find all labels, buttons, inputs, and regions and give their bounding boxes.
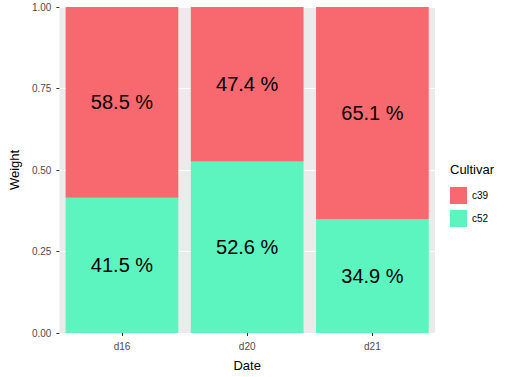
svg-text:58.5 %: 58.5 % (91, 91, 153, 113)
svg-text:47.4 %: 47.4 % (216, 73, 278, 95)
svg-text:0.50: 0.50 (32, 165, 52, 176)
svg-text:0.25: 0.25 (32, 246, 52, 257)
svg-text:d16: d16 (114, 341, 131, 352)
svg-text:65.1 %: 65.1 % (341, 102, 403, 124)
svg-text:Cultivar: Cultivar (450, 162, 495, 177)
svg-text:34.9 %: 34.9 % (341, 265, 403, 287)
svg-text:c39: c39 (472, 190, 489, 201)
svg-text:d21: d21 (364, 341, 381, 352)
svg-text:1.00: 1.00 (32, 2, 52, 13)
svg-text:41.5 %: 41.5 % (91, 254, 153, 276)
svg-text:Date: Date (233, 358, 260, 373)
svg-text:d20: d20 (239, 341, 256, 352)
svg-text:52.6 %: 52.6 % (216, 236, 278, 258)
svg-text:c52: c52 (472, 213, 489, 224)
svg-text:0.00: 0.00 (32, 328, 52, 339)
svg-text:Weight: Weight (7, 150, 22, 191)
svg-text:0.75: 0.75 (32, 83, 52, 94)
